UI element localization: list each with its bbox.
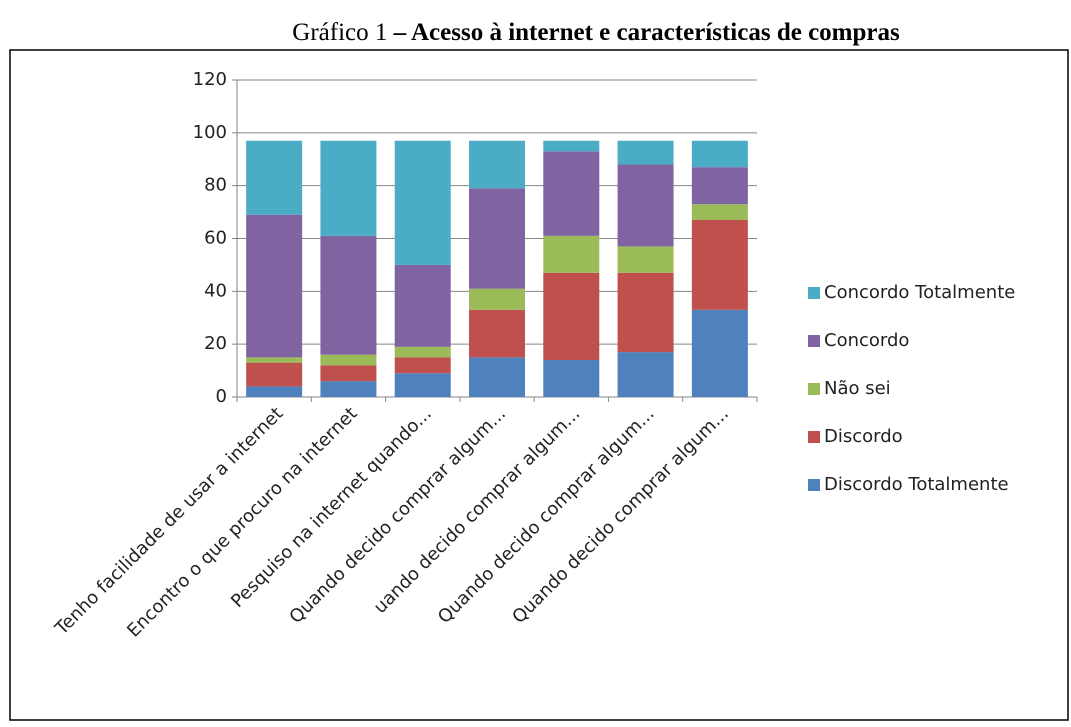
bar-segment: [394, 264, 451, 347]
bar-segment: [691, 220, 748, 310]
legend-swatch: [808, 335, 820, 347]
bar-segment: [691, 309, 748, 397]
bar-segment: [617, 140, 674, 165]
title-part: – Acesso à internet e características de…: [393, 19, 900, 46]
legend-swatch: [808, 479, 820, 491]
bar-segment: [691, 140, 748, 168]
bar-segment: [320, 354, 377, 366]
bar-segment: [469, 140, 525, 189]
bar-segment: [320, 235, 377, 355]
legend-label: Concordo: [824, 330, 909, 351]
y-tick-label: 0: [216, 386, 227, 407]
bar-segment: [394, 346, 451, 358]
y-tick-label: 120: [193, 69, 227, 90]
bar-segment: [320, 365, 377, 382]
legend-swatch: [808, 383, 820, 395]
bar-segment: [320, 381, 377, 397]
legend-label: Discordo: [824, 426, 903, 447]
legend-swatch: [808, 287, 820, 299]
bar-segment: [469, 309, 525, 358]
bar-segment: [617, 164, 674, 247]
bar-segment: [246, 386, 303, 397]
bar-segment: [469, 188, 525, 289]
bar-segment: [394, 140, 451, 265]
bar-segment: [246, 140, 303, 215]
chart-frame: [9, 49, 1069, 721]
bar-segment: [617, 246, 674, 273]
y-tick-label: 20: [204, 333, 227, 354]
legend-label: Não sei: [824, 378, 891, 399]
bar-segment: [543, 272, 600, 361]
bar-segment: [469, 288, 525, 310]
title-part: Gráfico 1: [292, 19, 387, 46]
bar-segment: [691, 204, 748, 221]
bar-segment: [691, 167, 748, 205]
chart-title: Gráfico 1 – Acesso à internet e caracter…: [292, 19, 900, 46]
bar-segment: [543, 235, 600, 273]
bar-segment: [394, 357, 451, 374]
bar-segment: [394, 373, 451, 397]
legend-label: Discordo Totalmente: [824, 474, 1009, 495]
y-tick-label: 60: [204, 228, 227, 249]
y-tick-label: 40: [204, 280, 227, 301]
legend-label: Concordo Totalmente: [824, 282, 1015, 303]
bar-segment: [543, 151, 600, 236]
y-tick-label: 100: [193, 122, 227, 143]
bar-segment: [617, 272, 674, 353]
legend-swatch: [808, 431, 820, 443]
bar-segment: [469, 357, 525, 397]
bar-segment: [246, 362, 303, 387]
bar-segment: [543, 360, 600, 397]
bar-segment: [246, 357, 303, 363]
bar-segment: [320, 140, 377, 236]
bar-segment: [543, 140, 600, 152]
y-tick-label: 80: [204, 175, 227, 196]
bar-segment: [617, 352, 674, 397]
bar-segment: [246, 214, 303, 358]
